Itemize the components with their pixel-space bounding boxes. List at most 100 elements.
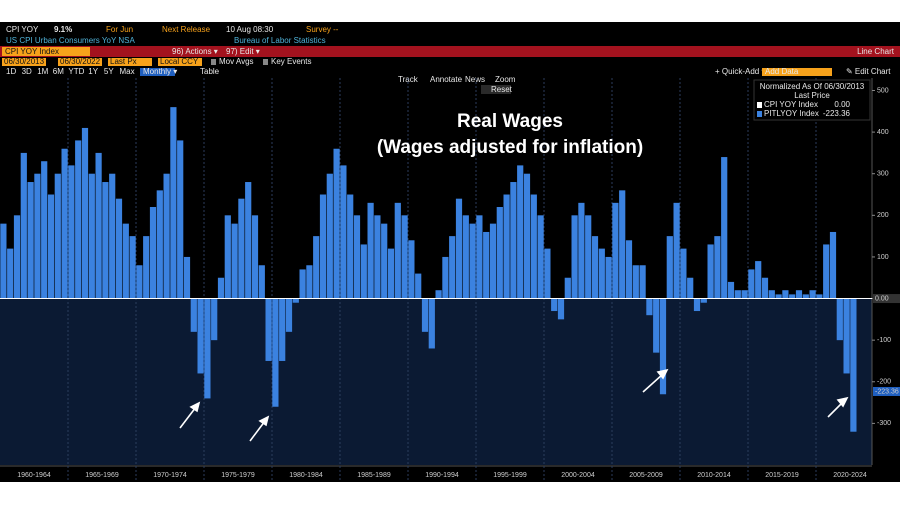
period-button[interactable]: YTD: [68, 67, 84, 76]
reset-button[interactable]: [481, 85, 511, 94]
bar: [496, 207, 503, 299]
bar: [850, 298, 857, 432]
period-button[interactable]: 1D: [6, 67, 16, 76]
period-button[interactable]: 5Y: [104, 67, 114, 76]
currency[interactable]: Local CCY: [160, 57, 199, 66]
security-field[interactable]: [2, 47, 90, 56]
bar: [197, 298, 204, 374]
add-data[interactable]: Add Data: [765, 67, 799, 76]
period-button[interactable]: 1Y: [88, 67, 98, 76]
bar: [734, 290, 741, 299]
bar: [639, 265, 646, 299]
tool-button[interactable]: News: [465, 75, 485, 84]
bar: [34, 173, 41, 299]
tool-button[interactable]: Annotate: [430, 75, 463, 84]
period-button[interactable]: Max: [120, 67, 135, 76]
end-date-field[interactable]: [58, 58, 102, 66]
bar: [578, 202, 585, 299]
bar: [503, 194, 510, 299]
frequency-field[interactable]: [140, 68, 175, 76]
checkbox[interactable]: [263, 59, 268, 65]
bar: [258, 265, 265, 299]
bar: [190, 298, 197, 332]
bar: [625, 240, 633, 299]
chart-title: Real Wages: [457, 111, 563, 132]
bars: [0, 107, 857, 432]
chart-kind[interactable]: Line Chart: [857, 47, 895, 56]
bar: [653, 298, 660, 353]
bar: [816, 294, 823, 299]
bar: [0, 223, 7, 299]
bar: [598, 248, 605, 299]
table-button[interactable]: Table: [200, 67, 220, 76]
frequency[interactable]: Monthly ▾: [143, 67, 177, 76]
edit-chart[interactable]: ✎ Edit Chart: [846, 67, 891, 76]
bar: [836, 298, 843, 341]
currency-field[interactable]: [158, 58, 202, 66]
bar: [204, 298, 211, 399]
bar: [680, 248, 687, 299]
add-data-field[interactable]: [762, 68, 832, 76]
legend: [753, 79, 871, 121]
mov-avgs[interactable]: Mov Avgs: [219, 57, 254, 66]
start-date-field[interactable]: [2, 58, 46, 66]
last-value-box: [873, 294, 900, 304]
bar: [122, 223, 129, 299]
bar: [605, 256, 612, 299]
bar: [41, 161, 48, 299]
security[interactable]: CPI YOY Index: [5, 47, 59, 56]
bar: [292, 298, 299, 303]
bar: [81, 127, 89, 299]
bar: [211, 298, 218, 341]
period-button[interactable]: 1M: [37, 67, 48, 76]
y-tick-label: -200: [877, 379, 891, 386]
bar: [755, 261, 762, 299]
period-button[interactable]: 3D: [22, 67, 32, 76]
bar: [340, 165, 347, 299]
bar: [245, 182, 252, 299]
bar: [551, 298, 558, 312]
x-tick-label: 2020-2024: [833, 472, 867, 479]
legend-title: Normalized As Of 06/30/2013: [760, 82, 865, 91]
bar: [421, 298, 429, 332]
bar: [231, 223, 238, 299]
bar: [313, 236, 320, 299]
edit-menu[interactable]: 97) Edit ▾: [226, 47, 260, 56]
bar: [47, 194, 55, 299]
legend-value: 0.00: [834, 100, 850, 109]
description: US CPI Urban Consumers YoY NSA: [6, 36, 135, 45]
key-events[interactable]: Key Events: [271, 57, 311, 66]
annotation-arrows: [179, 368, 849, 442]
price-field[interactable]: [108, 58, 152, 66]
price[interactable]: Last Px: [110, 57, 137, 66]
quick-add[interactable]: + Quick-Add ▾: [715, 67, 765, 76]
actions-menu[interactable]: 96) Actions ▾: [172, 47, 218, 56]
start-date[interactable]: 06/30/2013: [4, 57, 45, 66]
period-button[interactable]: 6M: [53, 67, 64, 76]
bar: [20, 152, 27, 299]
x-tick-label: 1970-1974: [153, 472, 187, 479]
bar: [721, 157, 728, 299]
bar: [88, 173, 95, 299]
bar: [687, 277, 694, 299]
bar: [61, 148, 68, 299]
bar: [149, 207, 157, 299]
bar: [761, 277, 769, 299]
bar: [68, 165, 75, 299]
end-date[interactable]: 06/30/2022: [60, 57, 101, 66]
legend-name: PITLYOY Index: [764, 109, 819, 118]
bar: [75, 140, 82, 299]
legend-swatch: [757, 111, 762, 117]
bar: [646, 298, 653, 316]
bar: [428, 298, 435, 349]
tool-button[interactable]: Zoom: [495, 75, 516, 84]
x-tick-label: 1990-1994: [425, 472, 459, 479]
bar: [381, 223, 388, 299]
last-value-label: 0.00: [875, 295, 889, 302]
y-tick-label: -100: [877, 337, 891, 344]
bar: [279, 298, 286, 361]
reset[interactable]: Reset: [491, 85, 513, 94]
bar: [95, 152, 102, 299]
checkbox[interactable]: [211, 59, 216, 65]
x-tick-label: 1985-1989: [357, 472, 391, 479]
